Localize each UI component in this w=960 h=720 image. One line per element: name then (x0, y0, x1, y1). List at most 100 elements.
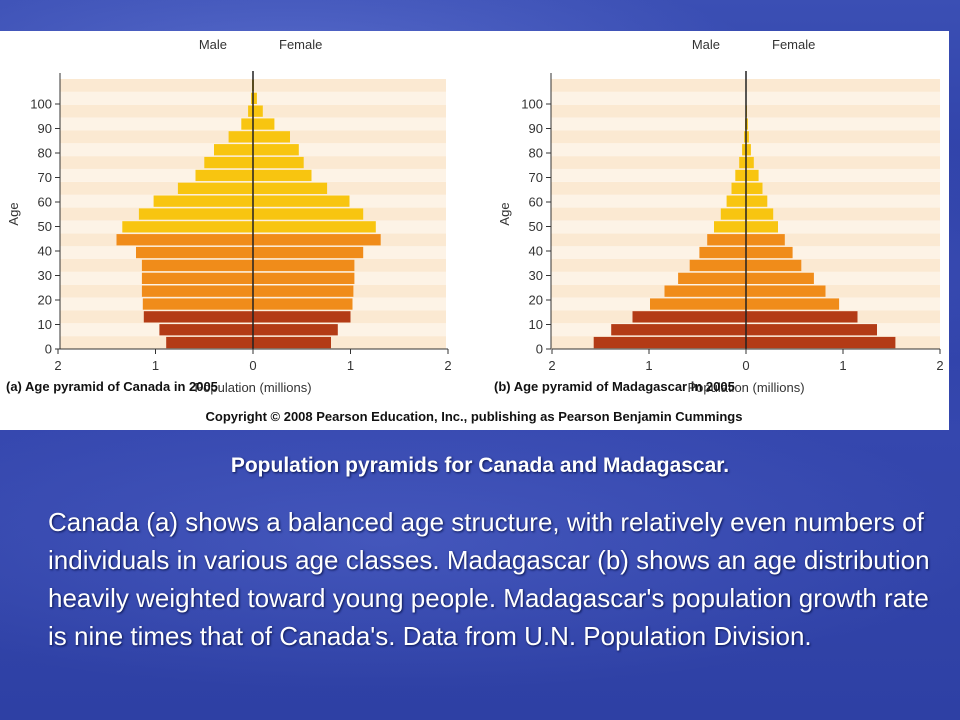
madagascar-male-bar (742, 144, 746, 156)
caption-title: Population pyramids for Canada and Madag… (230, 454, 730, 477)
madagascar-female-bar (746, 131, 749, 143)
canada-female-bar (253, 285, 354, 297)
canada-male-bar (214, 144, 253, 156)
madagascar-y-tick-label: 80 (529, 146, 543, 161)
canada-female-bar (253, 144, 299, 156)
canada-male-bar (143, 311, 253, 323)
madagascar-y-tick-label: 50 (529, 219, 543, 234)
madagascar-y-tick-label: 90 (529, 121, 543, 136)
madagascar-male-bar (689, 259, 746, 272)
canada-male-bar (136, 246, 253, 259)
canada-y-tick-label: 60 (38, 195, 52, 210)
madagascar-x-tick-label: 2 (548, 358, 555, 373)
canada-male-bar (141, 272, 253, 284)
madagascar-x-tick-label: 0 (742, 358, 749, 373)
madagascar-x-axis-label: Population (millions) (687, 380, 804, 395)
canada-male-bar (166, 336, 253, 349)
canada-male-bar (228, 131, 253, 143)
canada-male-bar (248, 105, 253, 117)
madagascar-y-tick-label: 30 (529, 268, 543, 283)
canada-male-bar (141, 285, 253, 297)
copyright-line: Copyright © 2008 Pearson Education, Inc.… (206, 409, 743, 424)
madagascar-y-tick-label: 40 (529, 244, 543, 259)
madagascar-female-bar (746, 221, 778, 233)
caption-body: Canada (a) shows a balanced age structur… (48, 507, 930, 651)
madagascar-female-bar (746, 246, 793, 259)
canada-panel-title: (a) Age pyramid of Canada in 2005 (6, 379, 218, 394)
canada-y-tick-label: 100 (30, 97, 52, 112)
canada-y-tick-label: 50 (38, 219, 52, 234)
madagascar-female-bar (746, 195, 768, 207)
canada-y-axis-label: Age (6, 202, 21, 225)
madagascar-male-bar (739, 156, 746, 169)
canada-x-tick-label: 2 (444, 358, 451, 373)
madagascar-male-bar (731, 182, 746, 194)
canada-male-bar (122, 221, 253, 233)
canada-male-bar (138, 208, 253, 220)
madagascar-male-bar (611, 324, 746, 336)
canada-y-tick-label: 10 (38, 317, 52, 332)
canada-female-bar (253, 311, 351, 323)
madagascar-y-tick-label: 60 (529, 195, 543, 210)
canada-y-tick-label: 40 (38, 244, 52, 259)
canada-x-tick-label: 1 (152, 358, 159, 373)
madagascar-female-bar (746, 182, 763, 194)
madagascar-male-bar (720, 208, 746, 220)
madagascar-male-bar (744, 131, 746, 143)
canada-female-bar (253, 272, 355, 284)
madagascar-female-bar (746, 324, 877, 336)
madagascar-female-bar (746, 144, 751, 156)
canada-female-bar (253, 92, 257, 104)
madagascar-female-label: Female (772, 37, 815, 52)
madagascar-male-bar (593, 336, 746, 349)
canada-female-bar (253, 118, 275, 130)
madagascar-female-bar (746, 285, 826, 297)
canada-female-bar (253, 131, 290, 143)
canada-male-bar (177, 182, 253, 194)
canada-female-bar (253, 156, 304, 169)
canada-male-label: Male (199, 37, 227, 52)
madagascar-female-bar (746, 336, 896, 349)
madagascar-x-tick-label: 2 (936, 358, 943, 373)
canada-male-bar (204, 156, 254, 169)
canada-y-tick-label: 30 (38, 268, 52, 283)
canada-x-tick-label: 1 (347, 358, 354, 373)
canada-y-tick-label: 0 (45, 342, 52, 357)
madagascar-y-tick-label: 70 (529, 170, 543, 185)
madagascar-male-bar (678, 272, 746, 284)
canada-female-bar (253, 195, 350, 207)
canada-male-bar (195, 169, 253, 182)
canada-female-bar (253, 208, 364, 220)
madagascar-male-label: Male (692, 37, 720, 52)
canada-x-tick-label: 0 (249, 358, 256, 373)
madagascar-panel-title: (b) Age pyramid of Madagascar in 2005 (494, 379, 735, 394)
madagascar-x-tick-label: 1 (839, 358, 846, 373)
canada-male-bar (251, 92, 253, 104)
canada-female-label: Female (279, 37, 322, 52)
canada-y-tick-label: 80 (38, 146, 52, 161)
canada-female-bar (253, 259, 355, 272)
madagascar-female-bar (746, 272, 814, 284)
canada-female-bar (253, 234, 381, 246)
madagascar-male-bar (707, 234, 746, 246)
madagascar-female-bar (746, 118, 748, 130)
madagascar-male-bar (735, 169, 746, 182)
canada-female-bar (253, 298, 353, 310)
canada-female-bar (253, 169, 312, 182)
figure-panel: 0 10 20 30 40 50 60 70 80 90 100 Age 2 1 0 1 2 Population… (0, 31, 949, 430)
madagascar-male-bar (714, 221, 746, 233)
madagascar-female-bar (746, 298, 840, 310)
madagascar-female-bar (746, 234, 785, 246)
canada-male-bar (142, 298, 253, 310)
canada-x-axis-label: Population (millions) (194, 380, 311, 395)
madagascar-female-bar (746, 208, 774, 220)
madagascar-female-bar (746, 169, 759, 182)
canada-female-bar (253, 336, 331, 349)
madagascar-y-tick-label: 100 (521, 97, 543, 112)
madagascar-female-bar (746, 156, 754, 169)
madagascar-y-tick-label: 20 (529, 293, 543, 308)
canada-female-bar (253, 246, 364, 259)
canada-y-tick-label: 90 (38, 121, 52, 136)
madagascar-male-bar (650, 298, 746, 310)
